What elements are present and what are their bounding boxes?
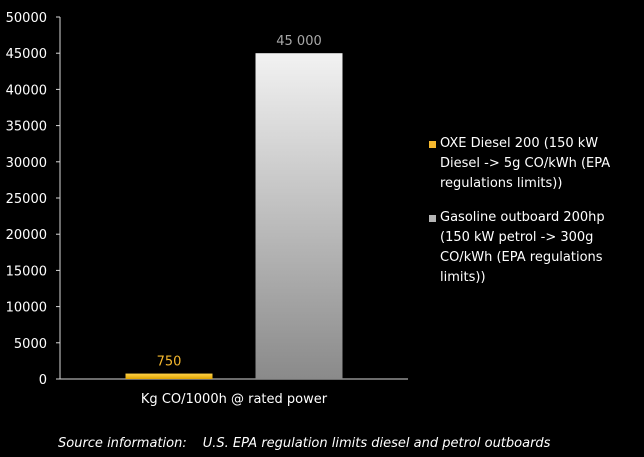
source-note: Source information: U.S. EPA regulation l… [58, 436, 550, 451]
y-tick-label: 10000 [6, 301, 47, 316]
legend-item-gasoline: Gasoline outboard 200hp (150 kW petrol -… [424, 208, 629, 288]
y-tick-label: 45000 [6, 47, 47, 62]
source-label: Source information: [58, 436, 187, 451]
bars: 750 45 000 [125, 34, 343, 379]
legend-label-diesel: OXE Diesel 200 (150 kW Diesel -> 5g CO/k… [440, 136, 611, 191]
bar-diesel [125, 373, 213, 379]
y-tick-label: 15000 [6, 264, 47, 279]
data-label-gasoline: 45 000 [276, 34, 322, 49]
category-label: Kg CO/1000h @ rated power [141, 392, 328, 407]
legend-swatch-diesel [429, 141, 436, 148]
data-label-diesel: 750 [157, 355, 182, 370]
y-tick-label: 5000 [14, 337, 47, 352]
legend-label-gasoline: Gasoline outboard 200hp (150 kW petrol -… [440, 210, 605, 285]
legend-swatch-gasoline [429, 215, 436, 222]
y-tick-label: 30000 [6, 156, 47, 171]
legend: OXE Diesel 200 (150 kW Diesel -> 5g CO/k… [424, 134, 629, 302]
legend-item-diesel: OXE Diesel 200 (150 kW Diesel -> 5g CO/k… [424, 134, 629, 194]
bar-gasoline [255, 53, 343, 379]
y-tick-label: 25000 [6, 192, 47, 207]
y-axis: 0 5000 10000 15000 20000 25000 30000 35000 40000… [6, 11, 61, 388]
y-tick-label: 20000 [6, 228, 47, 243]
y-tick-label: 0 [39, 373, 47, 388]
source-text: U.S. EPA regulation limits diesel and pe… [202, 436, 551, 451]
y-tick-label: 50000 [6, 11, 47, 26]
y-tick-label: 40000 [6, 83, 47, 98]
y-tick-label: 35000 [6, 120, 47, 135]
